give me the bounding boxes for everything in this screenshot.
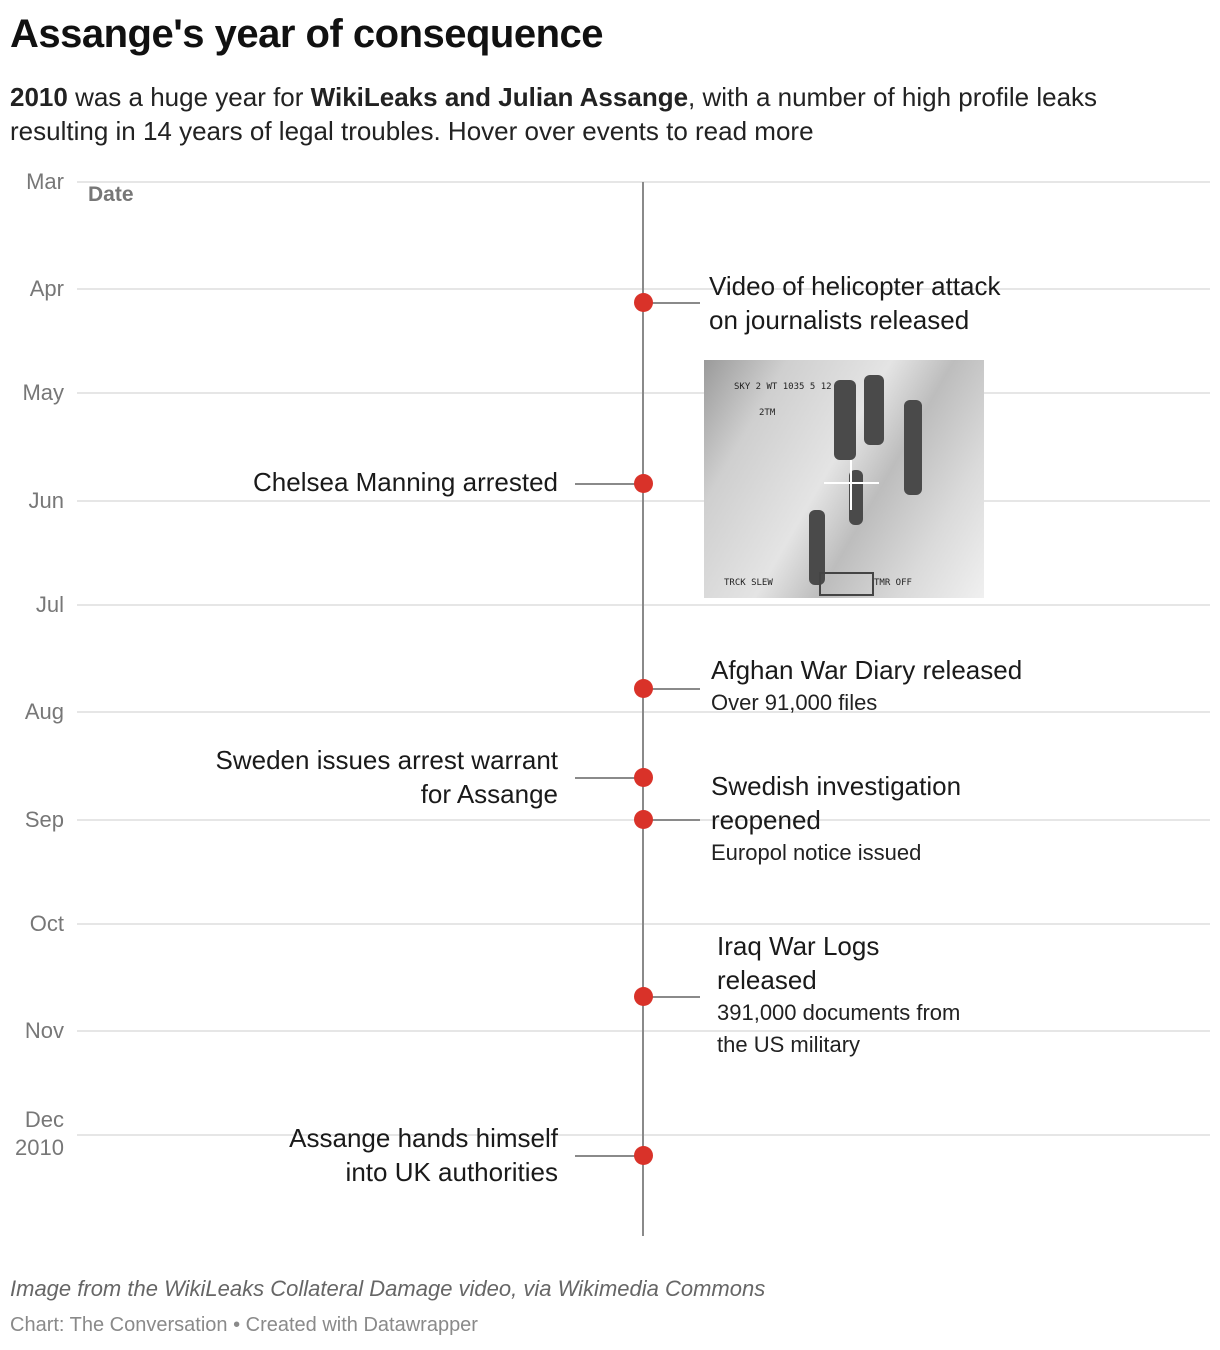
event-marker[interactable] [634, 768, 653, 787]
event-marker[interactable] [634, 679, 653, 698]
subtitle-year: 2010 [10, 82, 68, 112]
tick-apr: Apr [29, 276, 64, 301]
tick-aug: Aug [24, 699, 64, 724]
event-label: Afghan War Diary released Over 91,000 fi… [711, 653, 1022, 719]
event-detail: 391,000 documents from [717, 1000, 961, 1025]
tick-jun: Jun [28, 488, 64, 513]
tick-nov: Nov [24, 1018, 64, 1043]
event-label: Video of helicopter attack on journalist… [709, 271, 1001, 335]
chart-byline: Chart: The Conversation • Created with D… [10, 1314, 478, 1336]
subtitle-entity: WikiLeaks and Julian Assange [310, 82, 689, 112]
event-label: Iraq War Logs released 391,000 documents… [717, 931, 961, 1057]
event-label: Swedish investigation reopened Europol n… [711, 769, 961, 869]
event-image-collateral-damage: SKY 2 WT 1035 5 12 2TM TRCK SLEW TMR OFF [704, 360, 984, 598]
tick-oct: Oct [29, 911, 64, 936]
event-marker[interactable] [634, 987, 653, 1006]
event-marker[interactable] [634, 293, 653, 312]
timeline-chart: Mar Apr May Jun Jul Aug Sep Oct Nov Dec … [15, 169, 1210, 1236]
connector-line [652, 688, 700, 690]
tick-sep: Sep [24, 807, 64, 832]
event-marker[interactable] [634, 810, 653, 829]
event-label: Assange hands himself into UK authoritie… [289, 1123, 558, 1187]
connector-line [575, 777, 637, 779]
connector-line [652, 302, 700, 304]
connector-line [575, 1155, 637, 1157]
tick-mar: Mar [26, 169, 64, 194]
connector-line [575, 483, 637, 485]
event-detail: Europol notice issued [711, 840, 922, 865]
axis-title: Date [88, 183, 134, 206]
event-label: Sweden issues arrest warrant for Assange [215, 745, 558, 809]
connector-line [652, 819, 700, 821]
chart-title: Assange's year of consequence [10, 12, 604, 56]
event-marker[interactable] [634, 1146, 653, 1165]
tick-may: May [22, 380, 64, 405]
event-marker[interactable] [634, 474, 653, 493]
connector-line [652, 996, 700, 998]
chart-notes: Image from the WikiLeaks Collateral Dama… [10, 1276, 766, 1301]
event-detail: Over 91,000 files [711, 690, 878, 715]
tick-jul: Jul [35, 592, 64, 617]
event-label: Chelsea Manning arrested [253, 467, 558, 497]
tick-dec-2010: Dec 2010 [15, 1107, 64, 1160]
timeline-spine [642, 182, 644, 1236]
chart-subtitle: 2010 was a huge year for WikiLeaks and J… [10, 82, 1098, 146]
